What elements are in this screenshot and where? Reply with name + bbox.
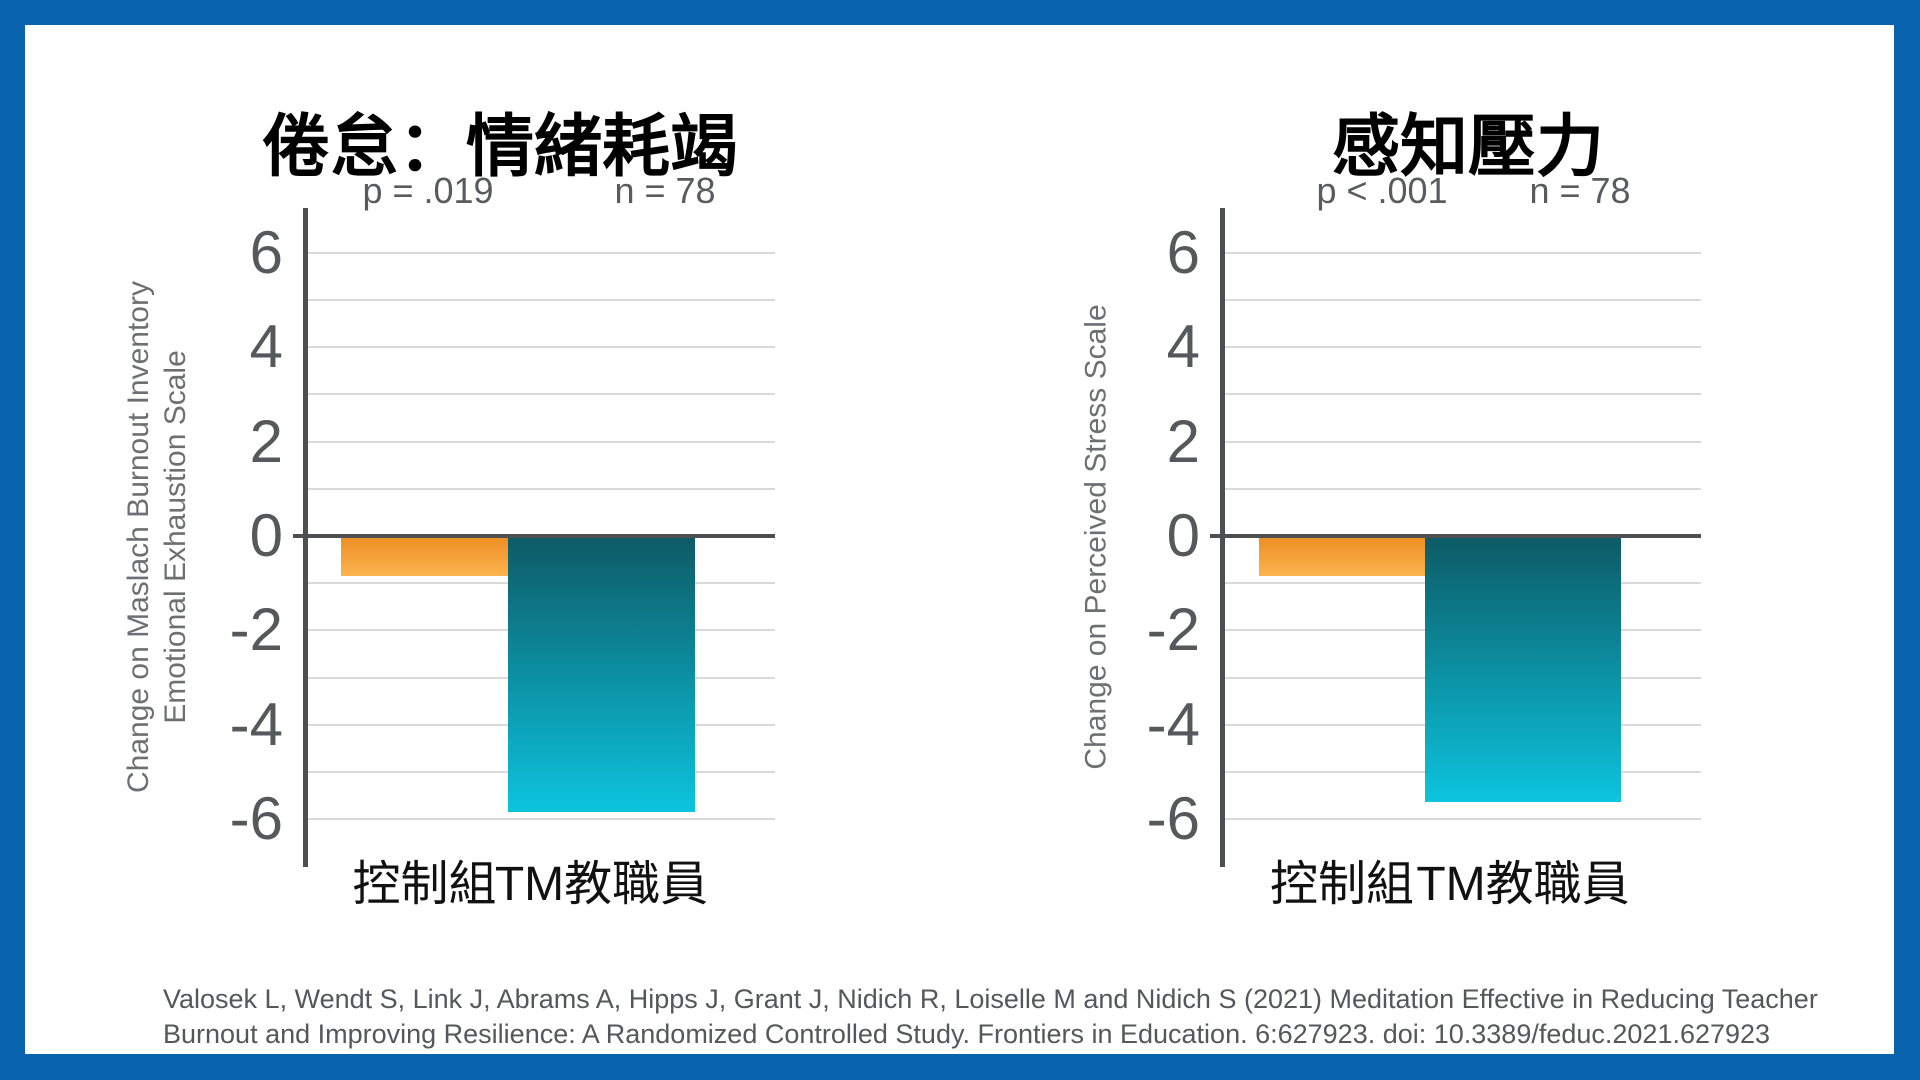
gridline	[305, 818, 775, 821]
gridline	[305, 487, 775, 490]
y-tick-label: -2	[1146, 596, 1200, 664]
category-label: TM教職員	[494, 858, 709, 911]
zero-baseline	[293, 534, 775, 538]
gridline	[1222, 299, 1701, 301]
y-tick-label: 0	[1166, 502, 1200, 569]
chart-stress-title: 感知壓力	[1331, 108, 1605, 185]
zero-baseline	[1210, 534, 1701, 538]
y-tick-label: 6	[249, 218, 283, 286]
gridline	[1222, 393, 1701, 396]
y-tick-label: -4	[229, 690, 283, 758]
y-tick-label: -6	[1146, 785, 1200, 853]
chart-burnout-p-value: p = .019	[362, 170, 494, 211]
chart-stress-n-value: n = 78	[1529, 170, 1631, 211]
gridline	[305, 346, 775, 349]
gridline	[305, 251, 775, 254]
category-label: 控制組	[352, 858, 497, 911]
citation-line: Valosek L, Wendt S, Link J, Abrams A, Hi…	[163, 984, 1818, 1014]
y-tick-label: 4	[249, 313, 283, 381]
chart-burnout-n-value: n = 78	[614, 170, 716, 211]
gridline	[305, 299, 775, 301]
gridline	[1222, 251, 1701, 254]
y-tick-label: 6	[1166, 218, 1200, 286]
citation-line: Burnout and Improving Resilience: A Rand…	[163, 1019, 1771, 1049]
gridline	[305, 393, 775, 396]
y-tick-label: 2	[1166, 407, 1200, 475]
category-label: TM教職員	[1416, 858, 1630, 911]
gridline	[1222, 487, 1701, 490]
chart-burnout-title: 倦怠：情緒耗竭	[261, 108, 739, 185]
y-tick-label: 2	[249, 407, 283, 475]
y-tick-label: -4	[1146, 690, 1200, 758]
y-tick-label: 4	[1166, 313, 1200, 381]
gridline	[1222, 346, 1701, 349]
bar-tm-group	[508, 538, 695, 812]
gridline	[1222, 818, 1701, 821]
y-axis-line	[303, 208, 308, 867]
chart-stress-p-value: p < .001	[1316, 170, 1448, 211]
gridline	[305, 440, 775, 443]
category-label: 控制組	[1269, 858, 1415, 911]
gridline	[1222, 440, 1701, 443]
y-axis-line	[1220, 208, 1225, 867]
y-tick-label: -2	[229, 596, 283, 664]
bar-control-group	[341, 538, 508, 576]
y-tick-label: 0	[249, 502, 283, 569]
bar-control-group	[1259, 538, 1425, 576]
citation: Valosek L, Wendt S, Link J, Abrams A, Hi…	[163, 982, 1818, 1052]
bar-tm-group	[1425, 538, 1621, 803]
y-tick-label: -6	[229, 785, 283, 853]
